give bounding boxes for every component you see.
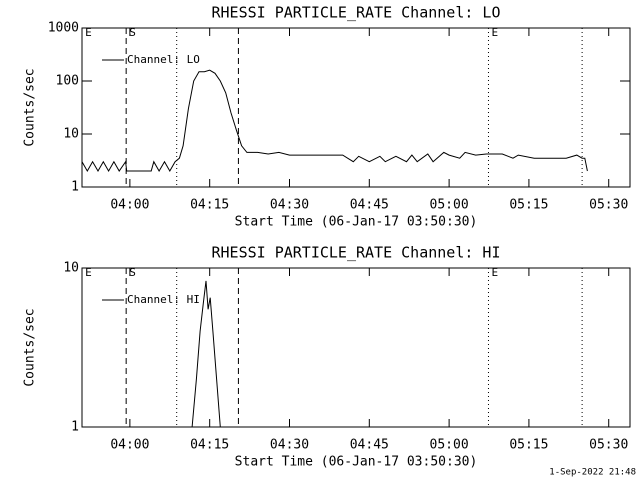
x-tick-label: 05:15 [509,438,548,453]
y-axis-title: Counts/sec [23,68,38,146]
series-line [191,280,221,427]
y-tick-label: 1000 [48,21,79,36]
time-marker-label: E [492,266,499,279]
y-tick-label: 10 [63,261,79,276]
time-marker-label: E [492,26,499,39]
legend-label: Channel: LO [127,53,200,66]
time-marker-label: S [129,266,136,279]
x-tick-label: 05:30 [589,438,628,453]
y-tick-label: 1 [71,420,79,435]
y-tick-label: 1 [71,180,79,195]
x-tick-label: 04:30 [270,198,309,213]
x-tick-label: 05:15 [509,198,548,213]
series-line [82,69,588,173]
x-tick-label: 04:30 [270,438,309,453]
x-tick-label: 05:00 [430,198,469,213]
chart-title: RHESSI PARTICLE_RATE Channel: HI [212,244,501,262]
x-axis-title: Start Time (06-Jan-17 03:50:30) [235,455,478,470]
y-tick-label: 100 [56,74,79,89]
chart-title: RHESSI PARTICLE_RATE Channel: LO [212,4,501,22]
x-tick-label: 04:15 [190,438,229,453]
x-tick-label: 04:00 [110,198,149,213]
time-marker-label: E [85,26,92,39]
x-tick-label: 04:15 [190,198,229,213]
x-tick-label: 04:45 [350,198,389,213]
x-axis-title: Start Time (06-Jan-17 03:50:30) [235,215,478,230]
plot-frame [81,27,631,188]
x-tick-label: 04:45 [350,438,389,453]
time-marker-label: S [129,26,136,39]
x-tick-label: 05:00 [430,438,469,453]
x-tick-label: 05:30 [589,198,628,213]
y-axis-title: Counts/sec [23,308,38,386]
footer: 1-Sep-2022 21:48 [549,468,636,478]
y-tick-label: 10 [63,127,79,142]
plot-frame [81,267,631,428]
time-marker-label: E [85,266,92,279]
x-tick-label: 04:00 [110,438,149,453]
legend-label: Channel: HI [127,293,200,306]
